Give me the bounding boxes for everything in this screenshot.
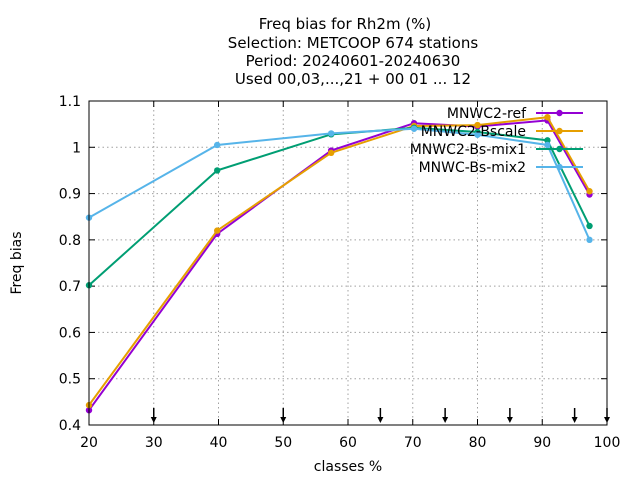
y-tick-label: 0.7 [59,279,81,295]
x-tick-label: 90 [533,435,551,451]
data-point [544,114,551,121]
y-tick-label: 0.5 [59,372,81,388]
legend-label: MNWC2-Bscale [421,124,526,140]
y-tick-label: 1.1 [59,94,81,110]
title-line-2: Selection: METCOOP 674 stations [228,34,479,52]
data-point [544,137,551,144]
series [85,114,593,414]
x-axis-ticks: 20 30 40 50 60 70 80 90 100 [80,101,620,451]
data-point [474,121,481,129]
legend: MNWC2-ref MNWC2-Bscale MNWC2-Bs-mix1 MNWC-B… [410,106,583,176]
data-point [544,141,551,149]
class-limit-markers [150,408,610,423]
y-tick-label: 0.6 [59,325,81,341]
title-line-3: Period: 20240601-20240630 [246,52,461,70]
legend-marker [556,163,563,171]
y-axis-label: Freq bias [9,231,25,294]
class-limit-arrow [377,408,384,423]
grid [89,101,607,425]
legend-item: MNWC2-Bscale [421,124,583,140]
plot-frame [88,100,608,426]
x-tick-label: 40 [210,435,228,451]
data-point [586,222,593,230]
legend-label: MNWC2-Bs-mix1 [410,142,526,158]
title-line-4: Used 00,03,...,21 + 00 01 ... 12 [235,70,471,88]
data-point [214,227,221,234]
legend-item: MNWC2-ref [447,106,583,122]
x-tick-label: 30 [145,435,163,451]
legend-marker [556,109,563,117]
x-tick-label: 60 [339,435,357,451]
legend-label: MNWC-Bs-mix2 [419,160,526,176]
data-point [327,149,335,157]
data-point [586,236,593,244]
data-point [474,131,481,138]
y-tick-label: 0.8 [59,233,81,249]
class-limit-arrow [442,408,449,423]
class-limit-arrow [571,408,578,423]
data-point [214,167,221,174]
data-point [214,141,221,149]
data-point [327,130,335,137]
class-limit-arrow [150,408,157,423]
x-tick-label: 80 [469,435,487,451]
legend-marker [556,145,563,153]
x-tick-label: 100 [594,435,621,451]
class-limit-arrow [506,408,513,423]
y-axis-ticks: 0.4 0.5 0.6 0.7 0.8 0.9 1 1.1 [59,94,607,434]
x-tick-label: 50 [274,435,292,451]
legend-item: MNWC-Bs-mix2 [419,160,583,176]
legend-label: MNWC2-ref [447,106,527,122]
chart-title: Freq bias for Rh2m (%) Selection: METCOO… [228,15,479,88]
legend-item: MNWC2-Bs-mix1 [410,142,583,158]
class-limit-arrow [280,408,287,423]
y-tick-label: 1 [72,140,81,156]
title-line-1: Freq bias for Rh2m (%) [259,15,432,33]
data-point [586,188,593,195]
series-2 [85,114,593,409]
data-point [410,125,418,132]
x-tick-label: 20 [80,435,98,451]
x-axis-label: classes % [314,459,382,475]
y-tick-label: 0.9 [59,187,81,203]
legend-marker [556,127,563,135]
x-tick-label: 70 [404,435,422,451]
y-tick-label: 0.4 [59,418,81,434]
